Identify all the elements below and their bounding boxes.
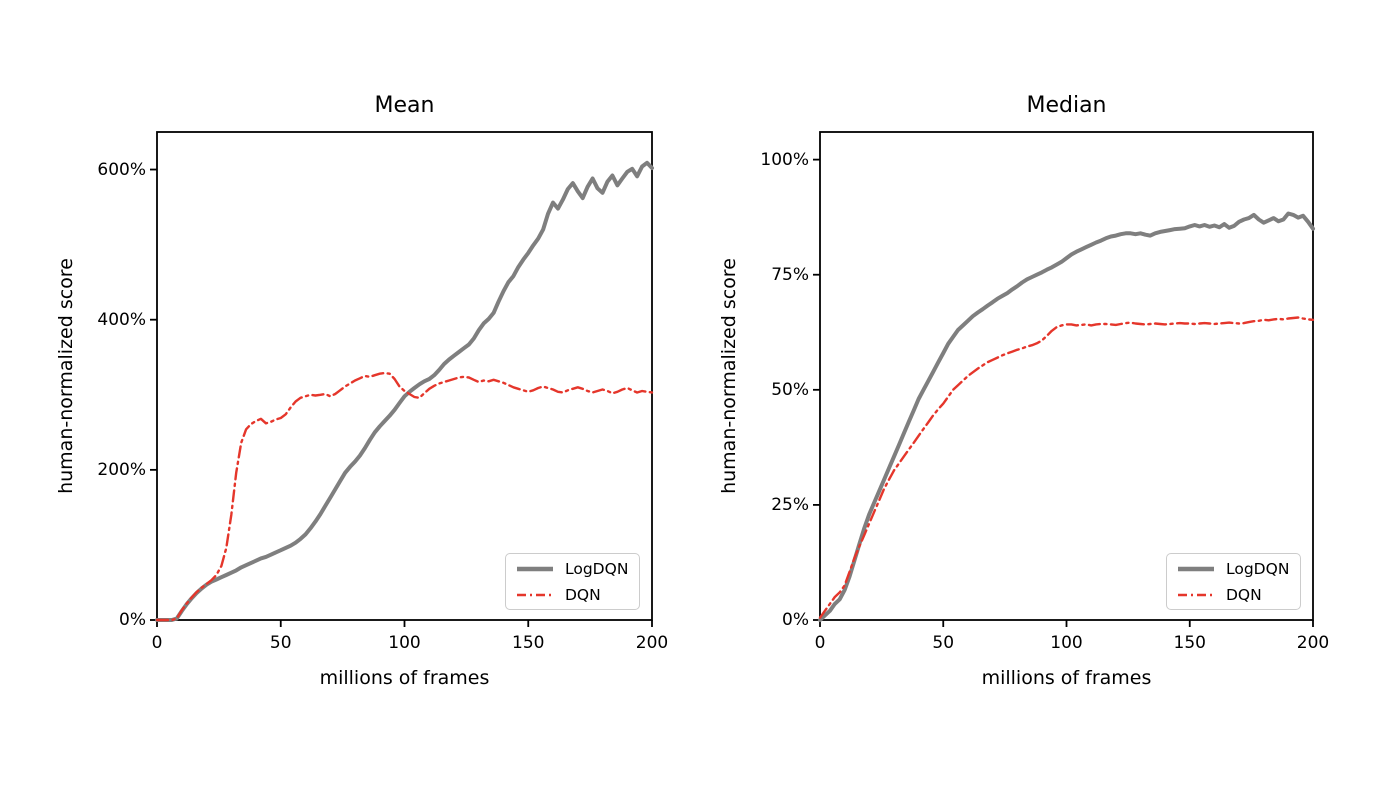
y-tick-label-median: 25%	[771, 494, 809, 515]
y-tick-label-median: 0%	[782, 610, 809, 630]
y-tick-label-mean: 0%	[119, 610, 146, 630]
chart-title-mean: Mean	[374, 93, 435, 118]
legend-line-dqn-icon	[517, 593, 553, 596]
x-tick-label-mean: 50	[269, 633, 292, 653]
x-tick-label-median: 100	[1050, 633, 1083, 653]
legend-line-logdqn-icon	[517, 566, 553, 571]
plot-area-border-median	[819, 131, 1314, 621]
y-tick-label-median: 100%	[760, 149, 809, 170]
y-tick-label-median: 50%	[771, 379, 809, 400]
y-tick-label-median: 75%	[771, 264, 809, 285]
legend-label-logdqn: LogDQN	[1226, 559, 1290, 578]
legend-entry-dqn-mean: DQN	[516, 585, 639, 605]
x-axis-label-median: millions of frames	[981, 667, 1152, 689]
legend-entry-logdqn-mean: LogDQN	[516, 559, 639, 579]
y-tick-label-mean: 600%	[97, 159, 146, 180]
legend-label-dqn: DQN	[565, 585, 601, 604]
x-tick-label-median: 150	[1173, 633, 1206, 653]
x-tick-label-mean: 150	[512, 633, 545, 653]
legend-label-dqn: DQN	[1226, 585, 1262, 604]
y-axis-label-median: human-normalized score	[718, 258, 740, 494]
x-tick-label-median: 200	[1296, 633, 1330, 653]
x-tick-label-mean: 100	[388, 633, 421, 653]
legend-line-logdqn-icon	[1178, 566, 1214, 571]
legend-mean: LogDQN DQN	[505, 553, 640, 610]
dqn-line-median	[818, 316, 1315, 619]
plot-area-border-mean	[156, 131, 653, 621]
legend-entry-logdqn-median: LogDQN	[1177, 559, 1300, 579]
y-tick-label-mean: 200%	[97, 459, 146, 480]
dqn-line-mean	[155, 371, 654, 622]
x-tick-label-median: 50	[932, 633, 955, 653]
x-tick-label-mean: 200	[635, 633, 669, 653]
legend-median: LogDQN DQN	[1166, 553, 1301, 610]
chart-title-median: Median	[1026, 93, 1107, 118]
y-tick-label-mean: 400%	[97, 309, 146, 330]
x-axis-label-mean: millions of frames	[319, 667, 490, 689]
legend-line-dqn-icon	[1178, 593, 1214, 596]
legend-label-logdqn: LogDQN	[565, 559, 629, 578]
x-tick-label-mean: 0	[151, 633, 163, 653]
logdqn-line-median	[818, 211, 1315, 622]
logdqn-line-mean	[155, 160, 654, 622]
legend-entry-dqn-median: DQN	[1177, 585, 1300, 605]
x-tick-label-median: 0	[814, 633, 826, 653]
